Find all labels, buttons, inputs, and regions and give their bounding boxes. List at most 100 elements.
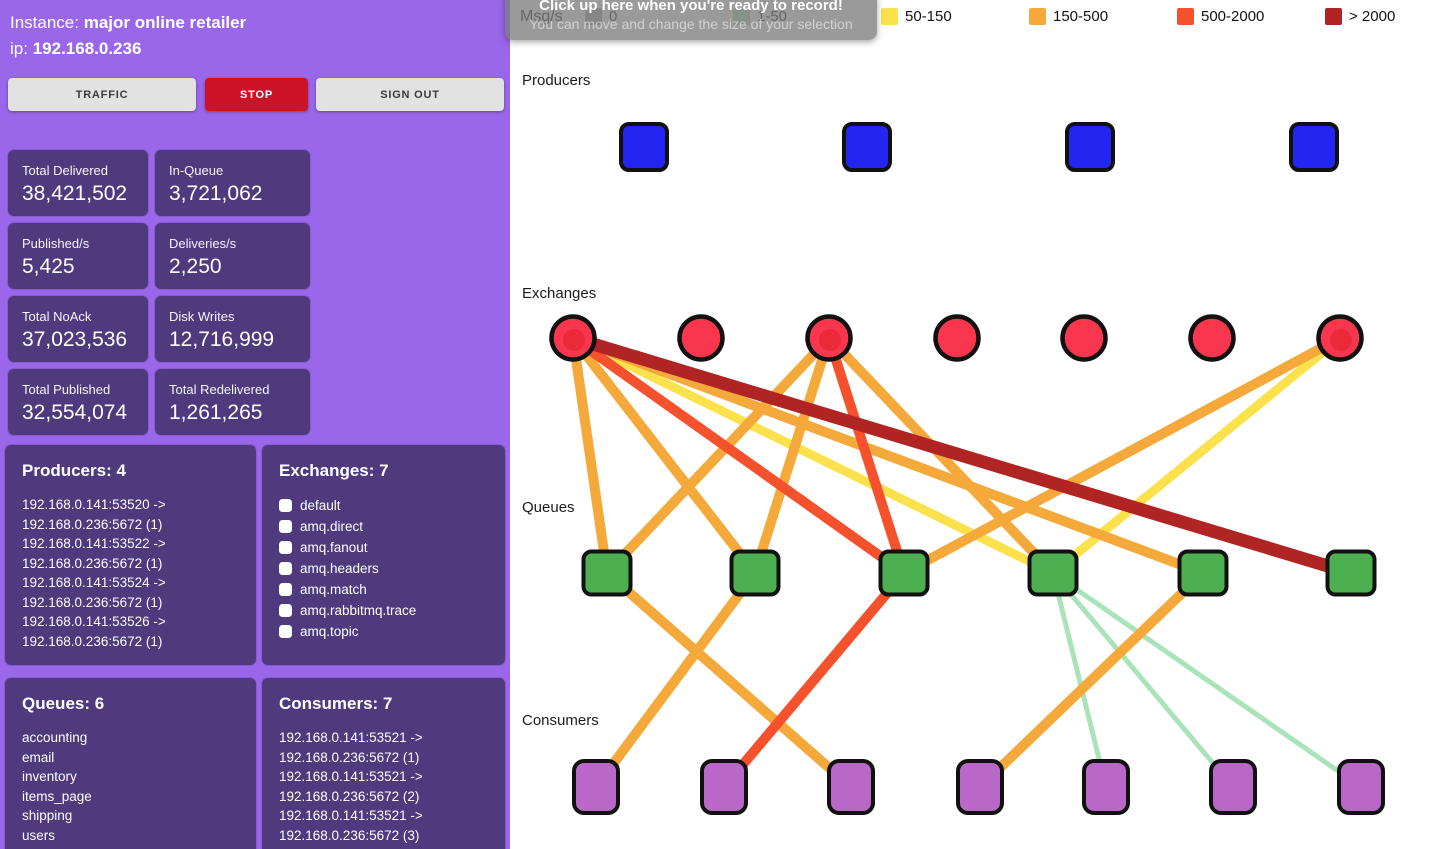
exchange-node-4[interactable] (933, 314, 981, 362)
exchange-checkbox-label: amq.headers (300, 561, 379, 576)
exchange-node-5[interactable] (1060, 314, 1108, 362)
stat-value: 32,554,074 (22, 401, 128, 424)
instance-header: Instance: major online retailer ip: 192.… (0, 0, 510, 62)
traffic-edge-E0-Q4 (571, 333, 1205, 578)
stat-card-total-noack: Total NoAck 37,023,536 (8, 296, 148, 362)
traffic-edge-E0-Q2 (570, 333, 907, 578)
queue-node-2[interactable] (729, 549, 781, 597)
queue-name: users (22, 827, 56, 843)
queues-panel: Queues: 6 accounting email inventory items_… (5, 678, 256, 849)
queue-node-3[interactable] (878, 549, 930, 597)
exchange-checkbox[interactable] (279, 520, 292, 533)
legend-swatch (881, 8, 898, 25)
consumer-node-2[interactable] (700, 759, 748, 815)
traffic-edge-Q3-C5 (1051, 571, 1235, 789)
traffic-edge-E2-Q1 (750, 336, 834, 575)
legend-label: > 2000 (1349, 8, 1396, 25)
exchange-checkbox[interactable] (279, 499, 292, 512)
stop-button[interactable]: STOP (205, 78, 308, 111)
queues-row-label: Queues (522, 499, 575, 516)
exchange-checkbox[interactable] (279, 604, 292, 617)
ip-line: ip: 192.168.0.236 (10, 39, 142, 58)
exchanges-panel-title: Exchanges: 7 (279, 461, 389, 480)
exchange-checkbox-label: amq.fanout (300, 540, 368, 555)
legend-swatch (1177, 8, 1194, 25)
exchange-checkbox[interactable] (279, 541, 292, 554)
exchange-row-amq-match: amq.match (279, 579, 505, 600)
stat-value: 2,250 (169, 255, 222, 278)
queue-name: accounting (22, 730, 88, 745)
record-tooltip[interactable]: Click up here when you're ready to recor… (505, 0, 877, 40)
stat-value: 12,716,999 (169, 328, 275, 351)
legend-item-50-150: 50-150 (881, 8, 952, 25)
consumers-panel-title: Consumers: 7 (279, 694, 393, 713)
stat-value: 5,425 (22, 255, 75, 278)
legend-item--2000: > 2000 (1325, 8, 1395, 25)
exchange-checkbox[interactable] (279, 625, 292, 638)
producer-endpoint: 192.168.0.141:53524 -> (22, 575, 166, 590)
producer-endpoint: 192.168.0.141:53520 -> (22, 497, 166, 512)
consumer-endpoint: 192.168.0.141:53521 -> (279, 769, 423, 784)
legend-label: 500-2000 (1201, 8, 1265, 25)
stat-label: Total NoAck (22, 309, 92, 324)
consumer-node-7[interactable] (1337, 759, 1385, 815)
queues-panel-title: Queues: 6 (22, 694, 105, 713)
producer-node-1[interactable] (619, 122, 669, 172)
consumer-node-5[interactable] (1082, 759, 1130, 815)
legend-swatch (1325, 8, 1342, 25)
traffic-edge-Q3-C4 (1050, 572, 1109, 788)
traffic-edge-Q3-C6 (1051, 570, 1363, 790)
consumer-node-3[interactable] (827, 759, 875, 815)
exchange-node-2[interactable] (677, 314, 725, 362)
exchange-node-6[interactable] (1188, 314, 1236, 362)
queues-list: accounting email inventory items_page shippi… (22, 728, 256, 845)
exchange-row-amq-topic: amq.topic (279, 621, 505, 642)
consumer-endpoint: 192.168.0.141:53521 -> (279, 808, 423, 823)
traffic-edge-Q4-C3 (976, 569, 1207, 791)
queue-node-4[interactable] (1027, 549, 1079, 597)
producer-endpoint: 192.168.0.236:5672 (1) (22, 594, 163, 610)
consumer-node-1[interactable] (572, 759, 620, 815)
exchanges-row-label: Exchanges (522, 285, 597, 302)
exchange-activity-blob (819, 329, 841, 351)
stat-card-total-redelivered: Total Redelivered 1,261,265 (155, 369, 310, 435)
traffic-edge-E0-Q1 (569, 334, 759, 577)
stat-card-deliveries-s: Deliveries/s 2,250 (155, 223, 310, 289)
consumer-node-6[interactable] (1209, 759, 1257, 815)
exchange-checkbox[interactable] (279, 562, 292, 575)
stat-label: Published/s (22, 236, 90, 251)
exchange-checkbox-label: amq.direct (300, 519, 364, 534)
producer-endpoint: 192.168.0.236:5672 (1) (22, 633, 163, 649)
exchange-checkbox[interactable] (279, 583, 292, 596)
stat-card-total-published: Total Published 32,554,074 (8, 369, 148, 435)
traffic-edge-Q1-C0 (591, 570, 760, 790)
consumer-node-4[interactable] (956, 759, 1004, 815)
producers-row-label: Producers (522, 72, 591, 89)
traffic-button[interactable]: TRAFFIC (8, 78, 196, 111)
sign-out-button[interactable]: SIGN OUT (316, 78, 504, 111)
producer-endpoint: 192.168.0.236:5672 (1) (22, 516, 163, 532)
queue-node-5[interactable] (1177, 549, 1229, 597)
action-button-row: TRAFFIC STOP SIGN OUT (0, 78, 510, 111)
sidebar: Instance: major online retailer ip: 192.… (0, 0, 510, 849)
queue-name: items_page (22, 788, 92, 804)
producer-node-2[interactable] (842, 122, 892, 172)
producer-node-3[interactable] (1065, 122, 1115, 172)
exchange-row-amq-headers: amq.headers (279, 558, 505, 579)
stat-card-total-delivered: Total Delivered 38,421,502 (8, 150, 148, 216)
consumer-endpoint: 192.168.0.236:5672 (1) (279, 749, 420, 765)
exchange-row-default: default (279, 495, 505, 516)
queue-name: inventory (22, 769, 77, 784)
exchange-row-amq-fanout: amq.fanout (279, 537, 505, 558)
producer-endpoint: 192.168.0.141:53526 -> (22, 614, 166, 629)
queue-name: email (22, 749, 55, 765)
queue-node-6[interactable] (1325, 549, 1377, 597)
exchange-checkbox-label: amq.topic (300, 624, 359, 639)
producer-node-4[interactable] (1289, 122, 1339, 172)
producers-panel: Producers: 4 192.168.0.141:53520 -> 192.1… (5, 445, 256, 665)
queue-node-1[interactable] (581, 549, 633, 597)
traffic-edge-E0-Q0 (568, 337, 612, 574)
exchanges-list: default amq.direct amq.fanout amq.headers am… (279, 495, 505, 642)
